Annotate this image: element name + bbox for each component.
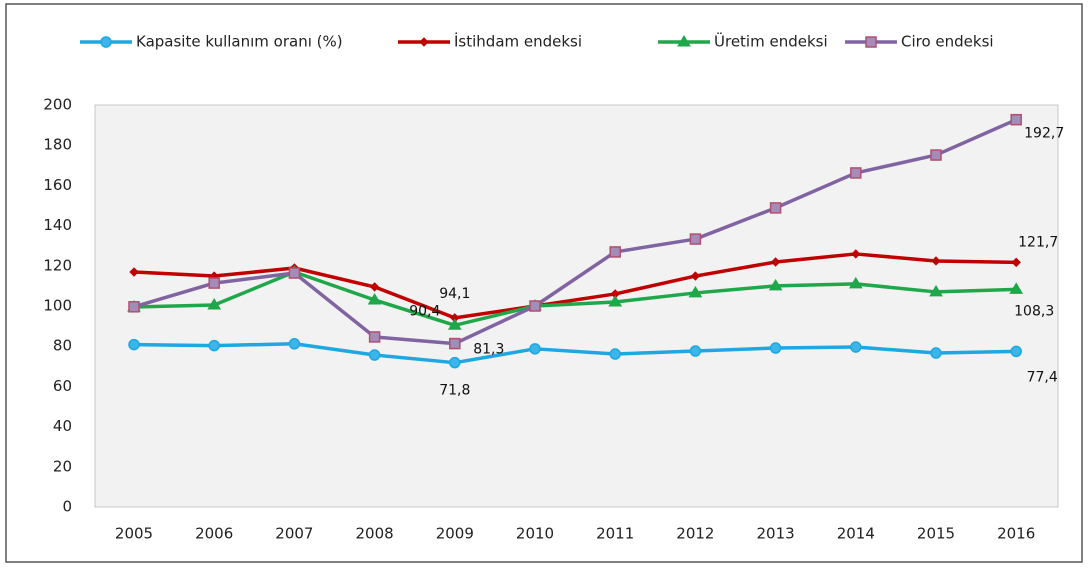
data-point bbox=[848, 276, 863, 289]
series-line bbox=[133, 342, 1017, 365]
data-point bbox=[850, 341, 862, 353]
series-line bbox=[133, 270, 1017, 328]
data-point bbox=[608, 295, 623, 307]
data-point bbox=[207, 298, 222, 310]
data-point bbox=[688, 285, 703, 298]
y-tick-label: 200 bbox=[43, 96, 72, 114]
data-point bbox=[931, 256, 941, 266]
y-tick-label: 0 bbox=[62, 498, 72, 516]
data-point bbox=[930, 149, 942, 161]
y-tick-label: 120 bbox=[43, 256, 72, 274]
x-tick-label: 2006 bbox=[195, 525, 233, 543]
x-tick-label: 2012 bbox=[676, 525, 714, 543]
data-point bbox=[288, 267, 301, 279]
data-point bbox=[690, 271, 701, 281]
x-tick-label: 2009 bbox=[436, 525, 474, 543]
legend-marker bbox=[865, 36, 877, 48]
data-point bbox=[929, 284, 943, 297]
data-point bbox=[768, 278, 783, 291]
y-tick-label: 40 bbox=[53, 417, 72, 435]
data-point bbox=[850, 167, 862, 179]
data-point bbox=[1009, 282, 1024, 294]
data-point bbox=[529, 300, 541, 312]
data-label: 71,8 bbox=[439, 383, 470, 399]
plot-area bbox=[94, 104, 1059, 508]
data-point bbox=[208, 277, 220, 289]
data-point bbox=[369, 282, 380, 292]
series-line bbox=[133, 118, 1017, 346]
data-label: 192,7 bbox=[1024, 126, 1064, 142]
data-label: 90,4 bbox=[409, 303, 440, 319]
data-label: 94,1 bbox=[439, 286, 470, 302]
data-point bbox=[1010, 113, 1022, 126]
data-point bbox=[851, 249, 861, 259]
data-point bbox=[689, 233, 702, 245]
legend-label: Kapasite kullanım oranı (%) bbox=[136, 33, 343, 51]
legend-marker bbox=[677, 35, 691, 47]
y-tick-label: 160 bbox=[43, 176, 72, 194]
x-tick-label: 2011 bbox=[596, 525, 634, 543]
legend-label: İstihdam endeksi bbox=[454, 32, 582, 51]
data-point bbox=[770, 257, 781, 267]
legend-label: Ciro endeksi bbox=[901, 33, 994, 51]
y-tick-label: 60 bbox=[53, 377, 72, 395]
legend-marker bbox=[419, 37, 429, 47]
y-tick-label: 180 bbox=[43, 136, 72, 154]
y-tick-label: 80 bbox=[53, 337, 72, 355]
data-point bbox=[609, 348, 621, 360]
data-point bbox=[128, 338, 140, 351]
data-point bbox=[449, 356, 461, 369]
data-point bbox=[529, 343, 541, 355]
series-line bbox=[133, 252, 1017, 320]
data-point bbox=[769, 342, 782, 354]
data-label: 121,7 bbox=[1018, 234, 1058, 250]
data-point bbox=[1011, 257, 1021, 268]
y-tick-label: 140 bbox=[43, 216, 72, 234]
data-point bbox=[930, 347, 942, 359]
legend-marker bbox=[100, 36, 112, 48]
x-tick-label: 2007 bbox=[275, 525, 313, 543]
x-tick-label: 2008 bbox=[356, 525, 394, 543]
x-tick-label: 2013 bbox=[757, 525, 795, 543]
data-point bbox=[368, 331, 381, 343]
y-tick-label: 100 bbox=[43, 297, 72, 315]
data-label: 108,3 bbox=[1014, 303, 1054, 319]
x-tick-label: 2016 bbox=[997, 525, 1035, 543]
data-label: 81,3 bbox=[473, 342, 504, 358]
data-point bbox=[368, 349, 381, 361]
data-point bbox=[447, 318, 462, 330]
legend-label: Üretim endeksi bbox=[714, 32, 828, 51]
data-point bbox=[689, 345, 702, 357]
x-tick-label: 2010 bbox=[516, 525, 554, 543]
x-tick-label: 2005 bbox=[115, 525, 153, 543]
y-tick-label: 20 bbox=[53, 457, 72, 475]
data-point bbox=[1010, 345, 1022, 358]
data-point bbox=[128, 301, 140, 313]
x-tick-label: 2015 bbox=[917, 525, 955, 543]
data-label: 77,4 bbox=[1027, 369, 1058, 385]
data-point bbox=[129, 267, 139, 277]
data-point bbox=[288, 338, 301, 350]
data-point bbox=[367, 292, 382, 305]
data-point bbox=[769, 202, 782, 214]
data-point bbox=[609, 246, 621, 258]
x-tick-label: 2014 bbox=[837, 525, 875, 543]
data-point bbox=[208, 339, 220, 352]
data-point bbox=[449, 337, 461, 350]
